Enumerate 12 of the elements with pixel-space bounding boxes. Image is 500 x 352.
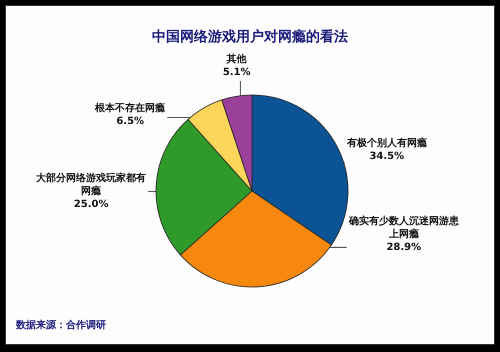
data-label: 25.0% <box>74 199 108 210</box>
data-label: 5.1% <box>222 67 251 78</box>
slice-label: 有极个别人有网瘾 <box>346 138 427 149</box>
chart-title: 中国网络游戏用户对网瘾的看法 <box>151 28 349 46</box>
slice-label: 大部分网络游戏玩家都有网瘾 <box>36 173 146 198</box>
data-label: 34.5% <box>369 150 404 162</box>
data-label: 28.9% <box>386 242 422 254</box>
slice-label: 其他 <box>226 54 247 65</box>
slice-label: 根本不存在网瘾 <box>95 103 166 114</box>
data-label: 6.5% <box>116 116 144 128</box>
slice-label: 确实有少数人沉迷网游患上网瘾 <box>348 216 459 240</box>
source-note: 数据来源：合作调研 <box>16 318 106 332</box>
